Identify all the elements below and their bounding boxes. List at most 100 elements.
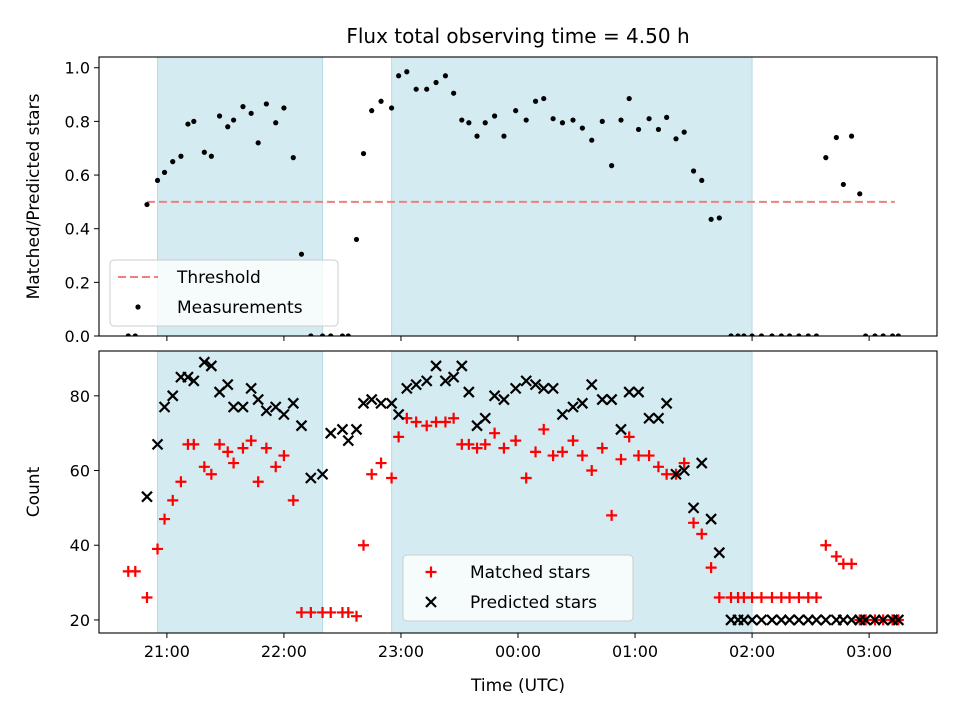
y-tick-label: 40 bbox=[70, 536, 90, 555]
data-point bbox=[615, 453, 627, 465]
data-point bbox=[556, 408, 569, 421]
data-point bbox=[623, 431, 635, 443]
data-point bbox=[245, 382, 257, 395]
data-point bbox=[681, 129, 687, 135]
data-point bbox=[159, 513, 171, 525]
data-point bbox=[141, 592, 153, 604]
x-tick-label: 01:00 bbox=[612, 642, 658, 661]
data-point bbox=[741, 333, 747, 336]
data-point bbox=[298, 251, 305, 257]
y-tick-label: 0.8 bbox=[65, 112, 90, 131]
data-point bbox=[556, 446, 568, 458]
data-point bbox=[456, 360, 468, 372]
data-point bbox=[237, 401, 249, 413]
data-point bbox=[766, 614, 778, 626]
data-point bbox=[185, 121, 191, 127]
data-point bbox=[360, 150, 367, 157]
data-point bbox=[673, 136, 679, 142]
data-point bbox=[655, 126, 662, 133]
data-point bbox=[596, 442, 608, 454]
data-point bbox=[488, 390, 501, 402]
data-point bbox=[479, 412, 492, 425]
data-point bbox=[260, 404, 273, 417]
data-point bbox=[786, 333, 793, 336]
data-point bbox=[498, 442, 510, 454]
data-point bbox=[129, 565, 141, 577]
data-point bbox=[161, 169, 168, 175]
data-point bbox=[793, 592, 805, 604]
data-point bbox=[660, 397, 673, 410]
data-point bbox=[547, 382, 559, 395]
data-point bbox=[830, 550, 842, 562]
data-point bbox=[813, 333, 820, 336]
y-tick-label: 0.4 bbox=[65, 220, 90, 239]
data-point bbox=[889, 333, 896, 336]
data-point bbox=[278, 408, 290, 421]
data-point bbox=[784, 592, 796, 604]
data-point bbox=[273, 120, 279, 126]
data-point bbox=[287, 397, 300, 410]
data-point bbox=[877, 614, 889, 626]
data-point bbox=[433, 79, 439, 86]
data-point bbox=[758, 333, 765, 336]
data-point bbox=[688, 517, 700, 529]
legend-swatch bbox=[425, 596, 437, 608]
data-point bbox=[350, 423, 363, 436]
data-point bbox=[154, 177, 161, 184]
data-point bbox=[632, 386, 645, 398]
data-point bbox=[430, 416, 442, 428]
data-point bbox=[260, 442, 272, 454]
data-point bbox=[392, 408, 405, 421]
data-point bbox=[810, 592, 822, 604]
data-point bbox=[626, 95, 632, 102]
data-point bbox=[281, 105, 287, 111]
y-axis-label: Count bbox=[24, 466, 44, 517]
data-point bbox=[287, 494, 299, 506]
data-point bbox=[393, 431, 405, 443]
data-point bbox=[342, 434, 355, 447]
observing-interval-shade bbox=[157, 350, 324, 634]
data-point bbox=[550, 116, 556, 122]
legend-entry: Measurements bbox=[177, 298, 303, 318]
data-point bbox=[690, 168, 697, 174]
data-point bbox=[705, 562, 717, 574]
data-point bbox=[859, 614, 872, 626]
data-point bbox=[687, 502, 700, 514]
data-point bbox=[633, 450, 645, 462]
data-point bbox=[222, 446, 234, 458]
data-point bbox=[308, 333, 314, 336]
data-point bbox=[167, 494, 179, 506]
data-point bbox=[245, 435, 257, 447]
data-point bbox=[532, 98, 539, 104]
legend-entry: Threshold bbox=[176, 268, 261, 288]
data-point bbox=[705, 513, 717, 525]
data-point bbox=[240, 104, 246, 110]
data-point bbox=[319, 333, 326, 336]
data-point bbox=[755, 614, 768, 626]
data-point bbox=[589, 137, 595, 143]
data-point bbox=[188, 375, 200, 387]
ratio-panel: 0.0 0.2 0.4 0.6 0.8 1.0 Matched/Predicted star… bbox=[24, 56, 938, 346]
data-point bbox=[208, 153, 214, 159]
data-point bbox=[820, 614, 832, 626]
data-point bbox=[728, 333, 734, 336]
data-point bbox=[678, 464, 690, 477]
data-point bbox=[708, 216, 714, 222]
data-point bbox=[404, 69, 410, 75]
data-point bbox=[570, 117, 576, 123]
data-point bbox=[863, 333, 869, 336]
data-point bbox=[846, 558, 858, 570]
data-point bbox=[144, 201, 150, 208]
legend-entry: Predicted stars bbox=[470, 593, 597, 613]
data-point bbox=[783, 614, 796, 626]
y-tick-label: 60 bbox=[70, 462, 90, 481]
count-panel: 20 40 60 80 21:00 22:00 23:00 00:00 01:00 02:00 03… bbox=[24, 350, 938, 661]
data-point bbox=[410, 416, 422, 428]
data-point bbox=[823, 155, 829, 161]
data-point bbox=[248, 110, 254, 116]
legend-entry: Matched stars bbox=[470, 563, 590, 583]
data-point bbox=[652, 461, 664, 473]
data-point bbox=[385, 397, 398, 410]
data-point bbox=[623, 386, 635, 398]
data-point bbox=[599, 118, 605, 124]
